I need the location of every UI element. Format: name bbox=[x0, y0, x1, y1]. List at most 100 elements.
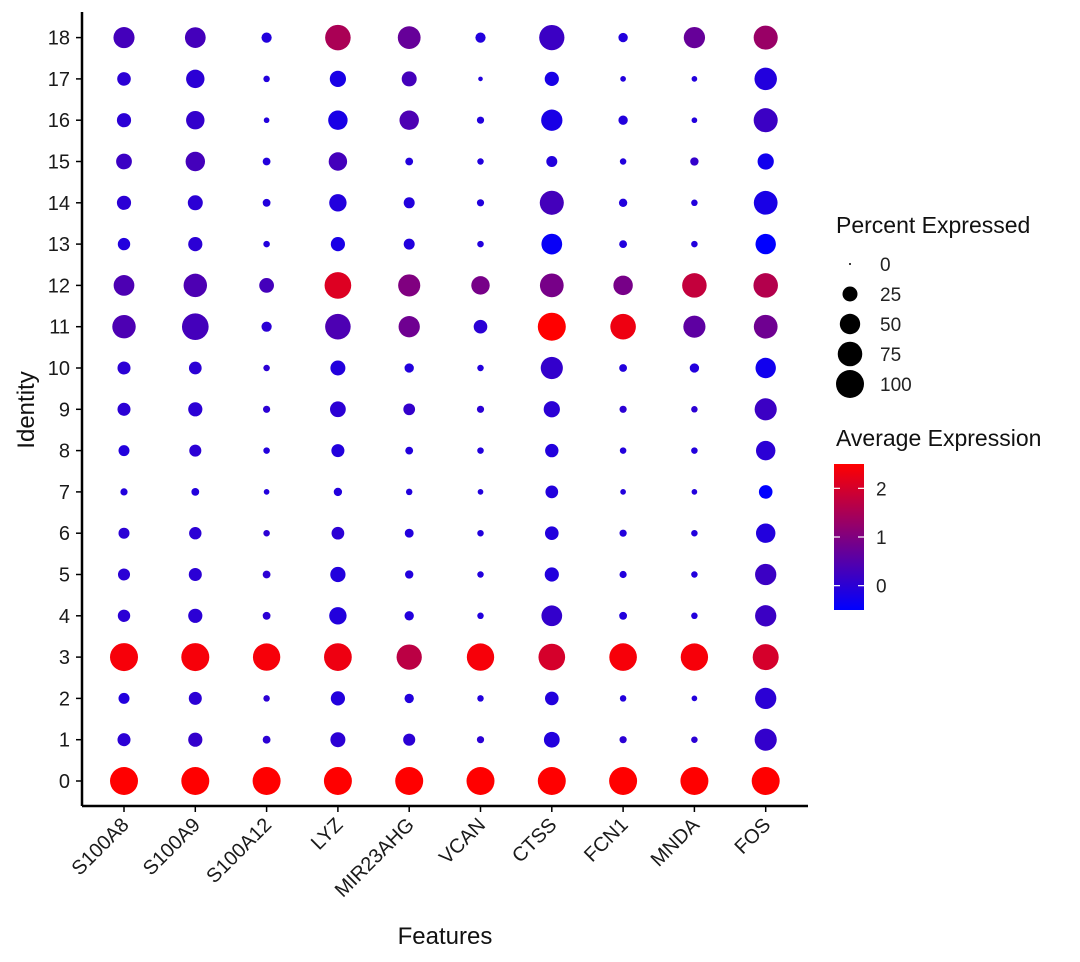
dot bbox=[476, 405, 485, 413]
dot bbox=[755, 605, 777, 627]
dot bbox=[683, 26, 706, 49]
dot bbox=[333, 487, 343, 497]
dot bbox=[680, 643, 709, 671]
y-tick-label: 3 bbox=[59, 647, 70, 669]
dot bbox=[262, 611, 271, 620]
y-tick-label: 2 bbox=[59, 688, 70, 710]
dot bbox=[619, 364, 628, 372]
dot bbox=[403, 733, 416, 746]
size-legend-dot bbox=[839, 313, 861, 335]
dot bbox=[540, 356, 563, 380]
dot bbox=[537, 767, 566, 795]
dot bbox=[191, 487, 200, 496]
dot bbox=[541, 233, 563, 255]
dot bbox=[404, 611, 414, 621]
dot bbox=[691, 76, 698, 82]
dot bbox=[330, 732, 346, 748]
dot bbox=[405, 446, 414, 455]
dot bbox=[541, 109, 563, 131]
dot bbox=[263, 364, 270, 372]
y-axis-title: Identity bbox=[13, 371, 40, 448]
dot bbox=[751, 767, 780, 795]
dot bbox=[477, 489, 484, 495]
dot bbox=[755, 440, 776, 461]
dot bbox=[619, 695, 627, 702]
dot bbox=[478, 76, 483, 82]
dot bbox=[330, 401, 346, 418]
x-axis-title: Features bbox=[398, 923, 493, 950]
dot bbox=[539, 190, 564, 215]
x-tick-label: MNDA bbox=[647, 814, 705, 872]
dot bbox=[477, 612, 484, 620]
dot bbox=[754, 67, 777, 91]
y-tick-label: 13 bbox=[48, 234, 70, 256]
dot bbox=[397, 26, 421, 49]
dot bbox=[262, 570, 271, 579]
dot bbox=[619, 529, 627, 537]
dot bbox=[538, 643, 566, 671]
dot bbox=[618, 32, 628, 43]
dot bbox=[261, 32, 272, 43]
dot bbox=[185, 151, 206, 172]
dot bbox=[476, 199, 485, 207]
dot bbox=[117, 733, 131, 747]
dot bbox=[117, 609, 131, 622]
dot bbox=[758, 485, 773, 499]
dot bbox=[328, 110, 348, 130]
y-tick-label: 8 bbox=[59, 441, 70, 463]
dot bbox=[755, 233, 776, 255]
dot bbox=[403, 197, 415, 209]
size-legend-title: Percent Expressed bbox=[836, 212, 1030, 238]
dot bbox=[188, 608, 203, 623]
size-legend-label: 0 bbox=[880, 255, 891, 276]
dot bbox=[546, 156, 558, 167]
x-tick-label: FCN1 bbox=[580, 814, 632, 866]
dot bbox=[755, 523, 776, 543]
dot bbox=[753, 108, 778, 133]
y-tick-label: 18 bbox=[48, 28, 70, 50]
dot bbox=[757, 153, 774, 170]
dot bbox=[398, 316, 420, 338]
colorbar-label: 2 bbox=[876, 479, 887, 500]
dot bbox=[188, 567, 202, 582]
dot bbox=[118, 445, 130, 457]
dot bbox=[328, 152, 348, 171]
dot bbox=[545, 485, 559, 499]
y-tick-label: 16 bbox=[48, 110, 70, 132]
dot bbox=[543, 731, 560, 748]
dot bbox=[619, 240, 628, 249]
dot bbox=[262, 157, 271, 166]
dot bbox=[110, 643, 138, 672]
dot bbox=[403, 238, 415, 250]
size-legend-dot bbox=[849, 263, 851, 265]
dot bbox=[405, 157, 414, 166]
dot bbox=[755, 357, 776, 379]
y-tick-label: 0 bbox=[59, 771, 70, 793]
dot bbox=[691, 117, 698, 124]
dot bbox=[325, 313, 351, 340]
dot bbox=[112, 314, 136, 339]
dot bbox=[329, 194, 347, 212]
size-legend-label: 25 bbox=[880, 285, 901, 306]
dot bbox=[188, 732, 203, 747]
dot bbox=[116, 153, 132, 170]
y-tick-label: 5 bbox=[59, 565, 70, 587]
x-tick-label: S100A9 bbox=[139, 814, 205, 880]
dot bbox=[753, 190, 778, 215]
dot bbox=[544, 71, 559, 86]
dot bbox=[263, 117, 270, 124]
y-tick-label: 15 bbox=[48, 152, 70, 174]
dot bbox=[263, 529, 270, 537]
dot bbox=[475, 32, 486, 43]
dot bbox=[545, 443, 559, 458]
dot bbox=[544, 567, 559, 582]
dot bbox=[405, 570, 414, 579]
dot bbox=[186, 110, 205, 130]
dot bbox=[263, 489, 270, 495]
dot bbox=[477, 695, 484, 702]
dot bbox=[329, 70, 347, 88]
dot bbox=[188, 237, 203, 252]
dot bbox=[466, 767, 495, 795]
dot bbox=[398, 274, 421, 297]
